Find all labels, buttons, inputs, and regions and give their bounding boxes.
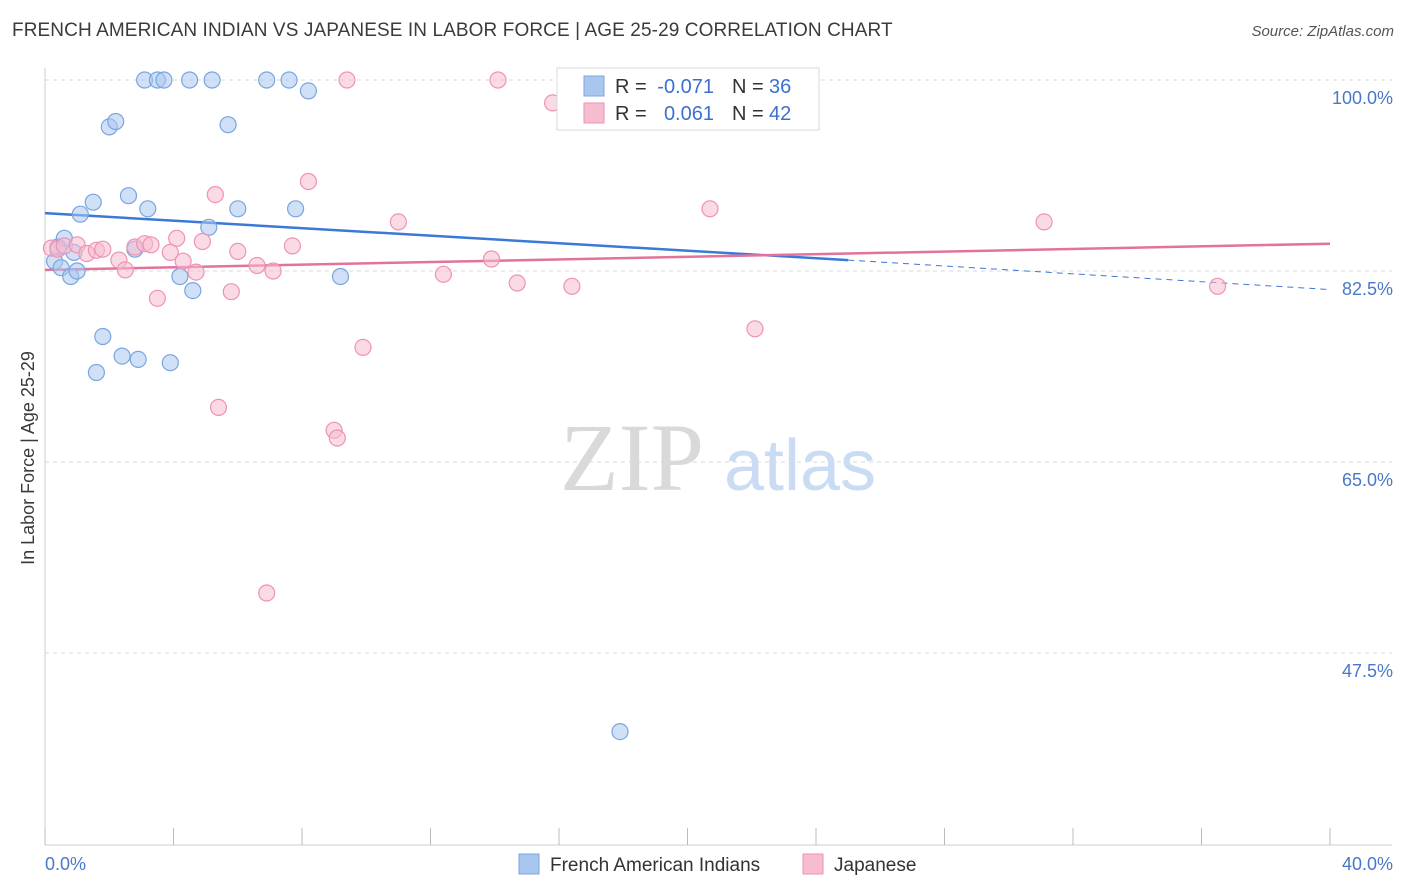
y-axis-label: In Labor Force | Age 25-29 <box>18 351 38 565</box>
watermark: ZIP atlas <box>560 404 876 511</box>
data-point-japanese <box>563 277 581 295</box>
legend-top: R = -0.071 N = 36 R = 0.061 N = 42 <box>556 67 820 131</box>
data-point-japanese <box>389 213 407 231</box>
data-point-french-american-indians <box>107 112 125 131</box>
data-point-french-american-indians <box>161 354 179 372</box>
data-point-japanese <box>746 320 764 338</box>
data-point-japanese <box>174 252 192 270</box>
data-point-japanese <box>328 429 346 447</box>
data-point-french-american-indians <box>331 267 350 286</box>
legend-bottom-label: Japanese <box>834 855 916 876</box>
data-point-french-american-indians <box>611 722 629 741</box>
y-tick-label: 100.0% <box>1332 88 1393 108</box>
data-point-japanese <box>338 71 356 89</box>
legend-n-label: N = <box>732 76 764 98</box>
data-point-french-american-indians <box>68 262 86 280</box>
chart-title: FRENCH AMERICAN INDIAN VS JAPANESE IN LA… <box>12 20 893 41</box>
data-point-french-american-indians <box>287 200 305 218</box>
trend-line-french-american-indians-extension <box>848 259 1331 291</box>
data-point-french-american-indians <box>71 205 89 223</box>
data-point-japanese <box>161 243 179 261</box>
data-point-japanese <box>222 283 240 301</box>
legend-n-value: 36 <box>769 76 791 98</box>
data-point-japanese <box>187 263 205 281</box>
data-point-french-american-indians <box>219 116 237 134</box>
data-point-japanese <box>168 229 186 247</box>
legend-bottom: French American Indians Japanese <box>518 853 916 876</box>
watermark-zip: ZIP <box>560 404 704 511</box>
gridlines <box>45 79 1392 654</box>
data-point-japanese <box>206 186 224 204</box>
data-point-japanese <box>258 584 276 602</box>
data-point-japanese <box>94 240 112 258</box>
data-point-japanese <box>148 289 166 307</box>
data-point-french-american-indians <box>139 200 157 218</box>
data-point-japanese <box>489 71 507 89</box>
data-point-japanese <box>354 338 372 356</box>
data-point-japanese <box>299 172 317 191</box>
data-point-french-american-indians <box>258 71 276 89</box>
legend-bottom-swatch-pink <box>802 853 824 875</box>
legend-swatch-blue <box>583 75 605 97</box>
data-point-japanese <box>209 398 228 416</box>
legend-n-label: N = <box>732 103 764 125</box>
data-point-french-american-indians <box>155 71 173 89</box>
legend-bottom-label: French American Indians <box>550 855 760 876</box>
data-point-french-american-indians <box>184 282 202 300</box>
legend-r-label: R = <box>615 76 647 98</box>
data-point-french-american-indians <box>181 71 199 89</box>
legend-r-value: 0.061 <box>664 103 714 125</box>
source-label: Source: ZipAtlas.com <box>1251 23 1394 40</box>
legend-r-value: -0.071 <box>657 76 714 98</box>
y-tick-label: 47.5% <box>1342 661 1393 681</box>
y-tick-label: 65.0% <box>1342 470 1393 490</box>
data-point-french-american-indians <box>229 200 247 218</box>
data-point-japanese <box>1035 213 1053 231</box>
data-points <box>42 71 1227 741</box>
data-point-japanese <box>248 256 266 275</box>
x-tick-label: 40.0% <box>1342 854 1393 874</box>
tick-labels: 47.5% 65.0% 82.5% 100.0% 0.0% 40.0% <box>45 88 1393 874</box>
data-point-japanese <box>434 265 452 283</box>
legend-bottom-swatch-blue <box>518 853 540 875</box>
legend-r-label: R = <box>615 103 647 125</box>
data-point-japanese <box>142 236 160 254</box>
data-point-french-american-indians <box>87 363 106 382</box>
legend-swatch-pink <box>583 102 605 124</box>
data-point-japanese <box>229 242 247 260</box>
data-point-french-american-indians <box>113 347 131 365</box>
data-point-french-american-indians <box>299 82 317 100</box>
data-point-french-american-indians <box>171 267 189 286</box>
data-point-japanese <box>193 232 211 251</box>
axes <box>44 68 1392 846</box>
y-tick-label: 82.5% <box>1342 279 1393 299</box>
data-point-french-american-indians <box>200 218 218 236</box>
data-point-japanese <box>116 261 134 279</box>
data-point-french-american-indians <box>84 193 102 211</box>
data-point-japanese <box>508 274 526 292</box>
data-point-japanese <box>264 262 282 280</box>
data-point-french-american-indians <box>129 350 147 368</box>
trend-line-french-american-indians <box>44 211 849 262</box>
data-point-japanese <box>482 250 501 268</box>
watermark-atlas: atlas <box>724 426 876 506</box>
legend-n-value: 42 <box>769 103 791 125</box>
data-point-japanese <box>701 200 719 218</box>
data-point-japanese <box>1208 277 1227 295</box>
data-point-french-american-indians <box>203 71 221 89</box>
data-point-french-american-indians <box>119 187 138 205</box>
data-point-french-american-indians <box>280 71 298 89</box>
data-point-french-american-indians <box>94 327 112 346</box>
data-point-japanese <box>283 237 301 255</box>
x-tick-label: 0.0% <box>45 854 86 874</box>
